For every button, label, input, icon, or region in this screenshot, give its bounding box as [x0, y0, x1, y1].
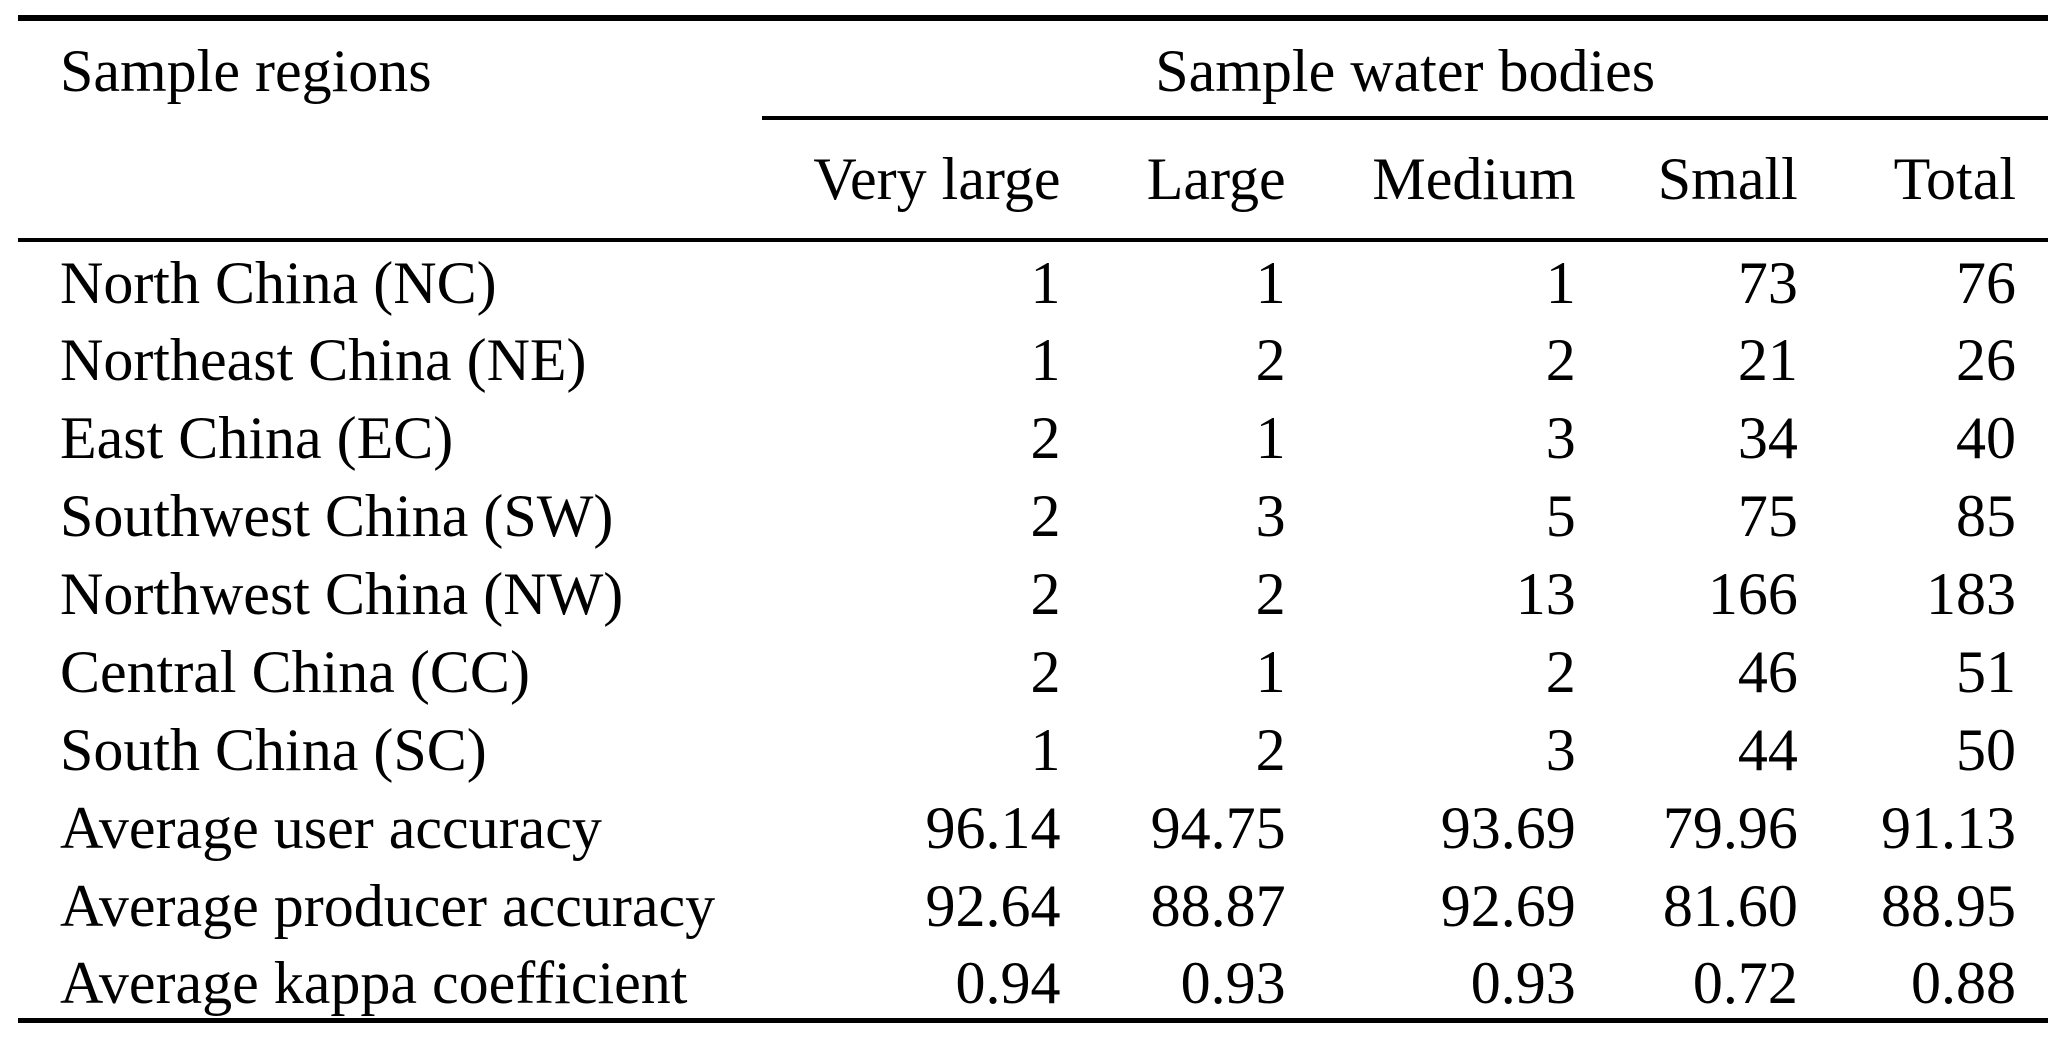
- value-medium: 0.93: [1470, 949, 1576, 1016]
- value-large: 3: [1255, 483, 1286, 549]
- region-label: Central China (CC): [60, 639, 530, 705]
- value-medium: 93.69: [1440, 795, 1576, 861]
- region-label: East China (EC): [60, 405, 454, 471]
- value-small: 46: [1737, 639, 1798, 705]
- table-row-northeast-china: Northeast China (NE) 1 2 2 21 26: [18, 318, 2048, 396]
- table-row-south-china: South China (SC) 1 2 3 44 50: [18, 708, 2048, 786]
- metric-label: Average user accuracy: [60, 795, 602, 861]
- value-medium: 2: [1545, 639, 1576, 705]
- corner-header-sample-regions: Sample regions: [18, 18, 763, 242]
- table-row-east-china: East China (EC) 2 1 3 34 40: [18, 396, 2048, 474]
- value-very-large: 2: [1030, 405, 1061, 471]
- column-header-row: Very large Large Medium Small Total: [18, 118, 2048, 242]
- value-very-large: 1: [1030, 250, 1061, 316]
- value-very-large: 2: [1030, 639, 1061, 705]
- value-small: 81.60: [1662, 873, 1798, 939]
- value-small: 21: [1737, 327, 1798, 393]
- value-very-large: 92.64: [925, 873, 1061, 939]
- value-small: 166: [1707, 561, 1798, 627]
- value-total: 76: [1956, 250, 2016, 316]
- value-total: 26: [1956, 327, 2016, 393]
- table-row-average-user-accuracy: Average user accuracy 96.14 94.75 93.69 …: [18, 786, 2048, 864]
- value-total: 0.88: [1911, 949, 2016, 1016]
- value-large: 1: [1255, 405, 1286, 471]
- value-medium: 13: [1515, 561, 1576, 627]
- column-header-very-large: Very large: [762, 118, 1093, 242]
- metric-label: Average producer accuracy: [60, 873, 716, 939]
- value-large: 94.75: [1150, 795, 1286, 861]
- value-total: 51: [1956, 639, 2016, 705]
- value-very-large: 1: [1030, 717, 1061, 783]
- column-header-medium: Medium: [1317, 118, 1608, 242]
- value-medium: 92.69: [1440, 873, 1576, 939]
- value-very-large: 2: [1030, 483, 1061, 549]
- value-total: 40: [1956, 405, 2016, 471]
- table-row-average-producer-accuracy: Average producer accuracy 92.64 88.87 92…: [18, 864, 2048, 942]
- region-label: Southwest China (SW): [60, 483, 614, 549]
- column-header-total: Total: [1829, 118, 2048, 242]
- region-label: South China (SC): [60, 717, 487, 783]
- value-total: 91.13: [1881, 795, 2016, 861]
- value-total: 183: [1926, 561, 2016, 627]
- value-large: 0.93: [1180, 949, 1286, 1016]
- value-very-large: 2: [1030, 561, 1061, 627]
- sample-water-bodies-table: Sample regions Sample water bodies Very …: [18, 15, 2048, 1023]
- value-medium: 2: [1545, 327, 1576, 393]
- value-large: 1: [1255, 639, 1286, 705]
- table-row-north-china: North China (NC) 1 1 1 73 76: [18, 240, 2048, 318]
- value-medium: 5: [1545, 483, 1576, 549]
- region-label: Northwest China (NW): [60, 561, 624, 627]
- value-total: 88.95: [1881, 873, 2016, 939]
- value-medium: 3: [1545, 405, 1576, 471]
- value-small: 73: [1737, 250, 1798, 316]
- group-header-sample-water-bodies: Sample water bodies: [762, 18, 2048, 120]
- value-small: 79.96: [1662, 795, 1798, 861]
- value-large: 1: [1255, 250, 1286, 316]
- value-large: 88.87: [1150, 873, 1286, 939]
- value-medium: 3: [1545, 717, 1576, 783]
- value-large: 2: [1255, 327, 1286, 393]
- value-very-large: 0.94: [955, 949, 1061, 1016]
- metric-label: Average kappa coefficient: [60, 949, 688, 1016]
- value-very-large: 96.14: [925, 795, 1061, 861]
- table-row-central-china: Central China (CC) 2 1 2 46 51: [18, 630, 2048, 708]
- value-total: 50: [1956, 717, 2016, 783]
- value-very-large: 1: [1030, 327, 1061, 393]
- region-label: Northeast China (NE): [60, 327, 587, 393]
- value-small: 44: [1737, 717, 1798, 783]
- value-large: 2: [1255, 561, 1286, 627]
- group-header-row: Sample regions Sample water bodies: [18, 18, 2048, 242]
- value-small: 0.72: [1692, 949, 1798, 1016]
- value-total: 85: [1956, 483, 2016, 549]
- value-medium: 1: [1545, 250, 1576, 316]
- value-large: 2: [1255, 717, 1286, 783]
- column-header-large: Large: [1092, 118, 1318, 242]
- table-row-average-kappa-coefficient: Average kappa coefficient 0.94 0.93 0.93…: [18, 942, 2048, 1020]
- region-label: North China (NC): [60, 250, 497, 316]
- table-row-southwest-china: Southwest China (SW) 2 3 5 75 85: [18, 474, 2048, 552]
- column-header-small: Small: [1607, 118, 1830, 242]
- table-row-northwest-china: Northwest China (NW) 2 2 13 166 183: [18, 552, 2048, 630]
- value-small: 34: [1737, 405, 1798, 471]
- value-small: 75: [1737, 483, 1798, 549]
